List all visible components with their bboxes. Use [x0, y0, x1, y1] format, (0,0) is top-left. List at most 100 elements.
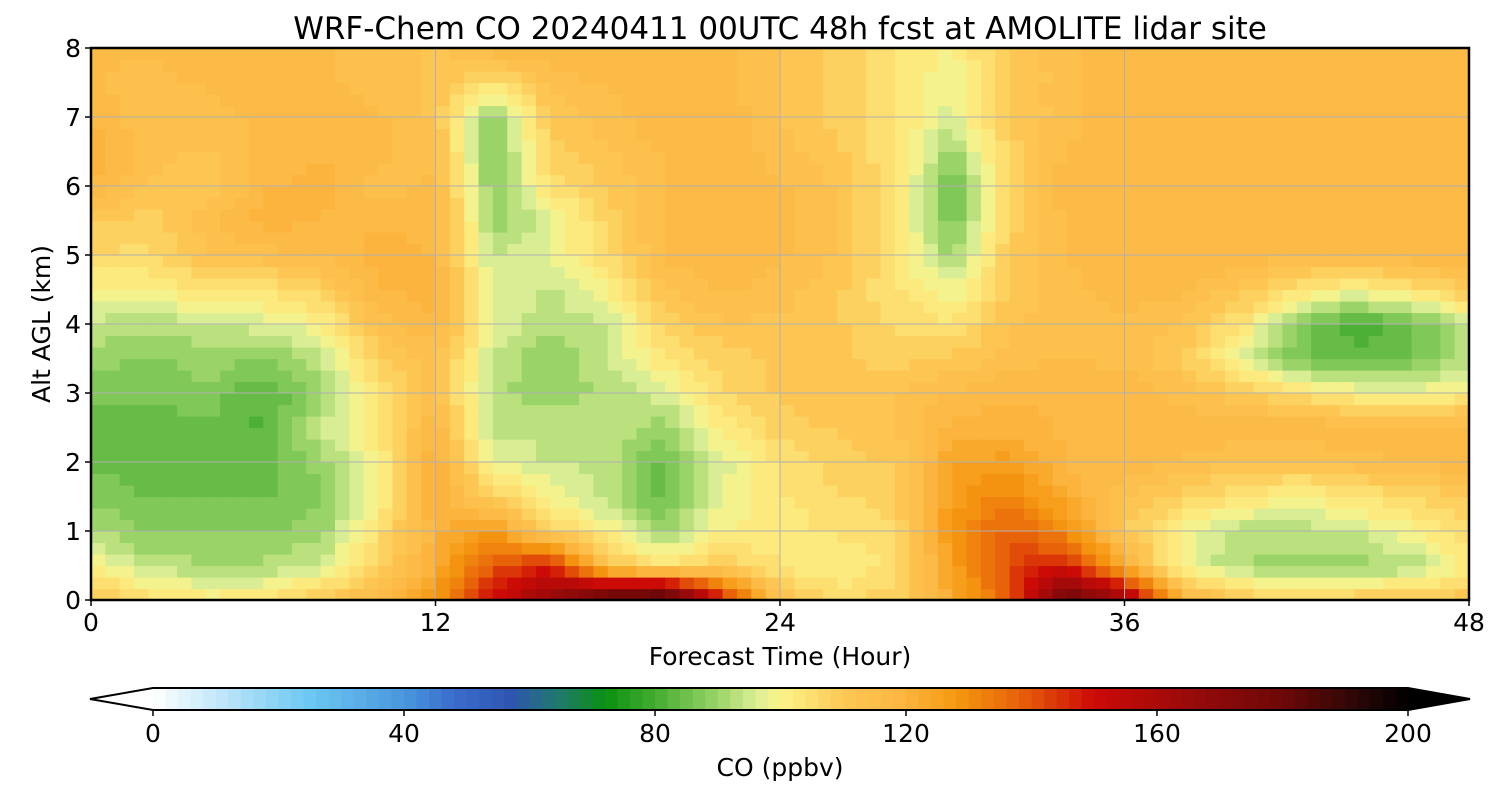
field-cell: [665, 427, 681, 440]
field-cell: [980, 393, 996, 406]
field-cell: [1110, 71, 1126, 84]
field-cell: [1325, 508, 1341, 521]
field-cell: [823, 128, 839, 141]
field-cell: [650, 186, 666, 199]
field-cell: [894, 508, 910, 521]
field-cell: [1167, 347, 1183, 360]
field-cell: [851, 163, 867, 176]
field-cell: [507, 151, 523, 164]
field-cell: [851, 381, 867, 394]
field-cell: [234, 393, 250, 406]
field-cell: [665, 151, 681, 164]
field-cell: [478, 588, 494, 601]
field-cell: [1153, 381, 1169, 394]
field-cell: [722, 404, 738, 417]
field-cell: [277, 301, 293, 314]
field-cell: [105, 531, 121, 544]
field-cell: [234, 48, 250, 61]
field-cell: [320, 577, 336, 590]
field-cell: [1110, 48, 1126, 61]
field-cell: [794, 243, 810, 256]
field-cell: [636, 105, 652, 118]
field-cell: [1440, 508, 1456, 521]
field-cell: [679, 450, 695, 463]
field-cell: [263, 209, 279, 222]
field-cell: [1167, 197, 1183, 210]
field-cell: [650, 48, 666, 61]
field-cell: [550, 324, 566, 337]
field-cell: [837, 496, 853, 509]
field-cell: [808, 117, 824, 130]
field-cell: [1224, 82, 1240, 95]
field-cell: [736, 117, 752, 130]
field-cell: [406, 485, 422, 498]
field-cell: [177, 255, 193, 268]
field-cell: [1382, 427, 1398, 440]
field-cell: [449, 163, 465, 176]
field-cell: [1268, 48, 1283, 61]
field-cell: [363, 163, 379, 176]
field-cell: [736, 255, 752, 268]
field-cell: [1382, 128, 1398, 141]
field-cell: [1239, 393, 1255, 406]
field-cell: [1024, 324, 1039, 337]
field-cell: [320, 117, 336, 130]
field-cell: [1095, 59, 1111, 72]
field-cell: [593, 370, 609, 383]
field-cell: [535, 48, 551, 61]
field-cell: [693, 473, 709, 486]
field-cell: [1224, 565, 1240, 578]
field-cell: [406, 324, 422, 337]
field-cell: [277, 588, 293, 601]
field-cell: [177, 48, 193, 61]
field-cell: [248, 289, 264, 302]
field-cell: [205, 347, 221, 360]
field-cell: [794, 105, 810, 118]
field-cell: [665, 588, 681, 601]
field-cell: [722, 301, 738, 314]
field-cell: [1411, 243, 1427, 256]
field-cell: [162, 324, 178, 337]
field-cell: [1411, 370, 1427, 383]
field-cell: [808, 588, 824, 601]
field-cell: [736, 312, 752, 325]
field-cell: [1138, 439, 1154, 452]
field-cell: [406, 312, 422, 325]
field-cell: [306, 232, 322, 245]
field-cell: [1095, 301, 1111, 314]
field-cell: [607, 347, 623, 360]
field-cell: [1268, 485, 1283, 498]
field-cell: [1095, 220, 1111, 233]
field-cell: [808, 324, 824, 337]
field-cell: [894, 370, 910, 383]
field-cell: [1339, 243, 1355, 256]
colorbar-segment: [215, 688, 229, 710]
field-cell: [1024, 416, 1039, 429]
field-cell: [1196, 174, 1212, 187]
field-cell: [693, 151, 709, 164]
field-cell: [909, 289, 925, 302]
field-cell: [363, 278, 379, 291]
field-cell: [1382, 416, 1398, 429]
field-cell: [1167, 220, 1183, 233]
field-cell: [1311, 554, 1327, 567]
field-cell: [378, 358, 394, 371]
field-cell: [291, 163, 307, 176]
field-cell: [478, 232, 494, 245]
field-cell: [1253, 301, 1269, 314]
field-cell: [134, 266, 150, 279]
field-cell: [1268, 473, 1283, 486]
field-cell: [119, 140, 135, 153]
field-cell: [708, 450, 724, 463]
field-cell: [1167, 82, 1183, 95]
field-cell: [1397, 531, 1413, 544]
field-cell: [722, 485, 738, 498]
field-cell: [1268, 508, 1283, 521]
field-cell: [421, 243, 437, 256]
field-cell: [1382, 232, 1398, 245]
field-cell: [794, 565, 810, 578]
field-cell: [349, 82, 365, 95]
field-cell: [1038, 94, 1054, 107]
field-cell: [478, 197, 494, 210]
field-cell: [550, 485, 566, 498]
